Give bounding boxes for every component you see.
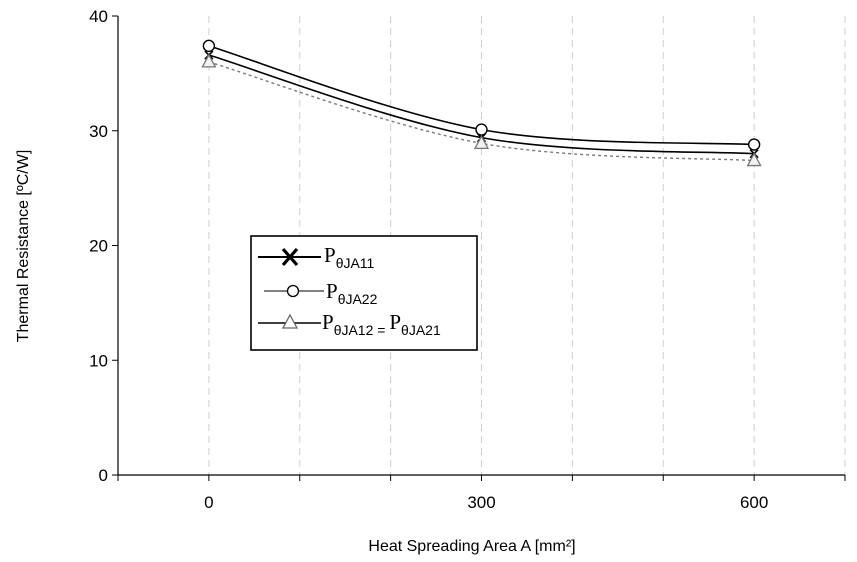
legend-label-s11-sub: θJA11: [336, 255, 375, 271]
tick-labels: 0 10 20 30 40 0 300 600: [89, 7, 768, 512]
axes: [112, 15, 846, 481]
y-axis-title: Thermal Resistance [ºC/W]: [15, 150, 32, 343]
x-tick-label: 0: [204, 493, 213, 512]
x-tick-label: 300: [467, 493, 495, 512]
point-s12: [201, 53, 217, 68]
point-s22: [747, 138, 761, 151]
legend-label-s12-sub: θJA12 =: [334, 322, 390, 338]
point-s12: [746, 152, 762, 167]
point-s12: [473, 135, 490, 150]
y-tick-label: 20: [89, 237, 108, 256]
svg-text:PθJA22: PθJA22: [326, 279, 378, 307]
y-tick-label: 0: [99, 466, 108, 485]
legend-label-s11-main: P: [324, 243, 336, 267]
legend-entry-s12: PθJA12 = PθJA21: [258, 310, 441, 338]
legend-label-s22-main: P: [326, 279, 338, 303]
x-axis-title: Heat Spreading Area A [mm²]: [368, 538, 575, 555]
x-marker-icon: [281, 247, 299, 267]
circle-marker-icon: [286, 284, 300, 298]
legend-entry-s22: PθJA22: [264, 279, 378, 307]
legend: PθJA11 PθJA22 PθJA12 = PθJA21: [250, 235, 478, 351]
svg-text:PθJA11: PθJA11: [324, 243, 375, 271]
legend-label-s22-sub: θJA22: [338, 291, 378, 307]
y-tick-label: 30: [89, 122, 108, 141]
point-s22: [475, 123, 488, 136]
legend-label-s21-main: P: [389, 310, 401, 334]
y-tick-label: 10: [89, 351, 108, 370]
x-tick-label: 600: [740, 493, 768, 512]
point-s22: [202, 39, 216, 53]
legend-label-s12-main: P: [322, 310, 334, 334]
data-markers: [201, 39, 762, 167]
triangle-marker-icon: [281, 313, 299, 329]
legend-entry-s11: PθJA11: [258, 243, 375, 271]
legend-label-s21-sub: θJA21: [401, 322, 441, 338]
y-tick-label: 40: [89, 7, 108, 26]
svg-text:PθJA12 = PθJA21: PθJA12 = PθJA21: [322, 310, 441, 338]
